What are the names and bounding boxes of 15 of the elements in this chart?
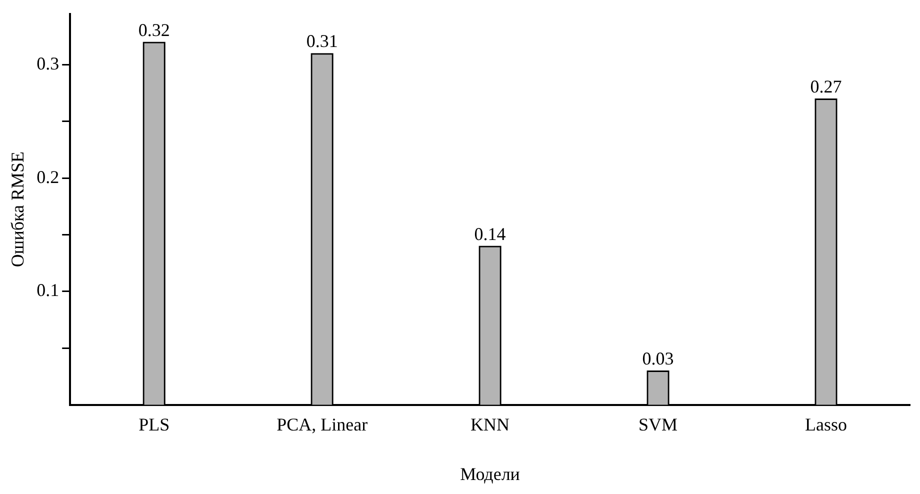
x-tick-label: KNN [470,414,510,434]
x-tick-label: SVM [638,414,678,434]
x-tick-label: PCA, Linear [276,414,368,434]
y-tick-label: 0.2 [36,166,60,187]
x-tick-label: PLS [138,414,170,434]
data-label: 0.03 [642,348,674,369]
data-label: 0.14 [474,224,506,244]
y-tick-label: 0.1 [36,280,60,300]
y-axis-title: Ошибка RMSE [8,151,28,268]
y-tick-label: 0.3 [36,54,60,74]
data-label: 0.31 [306,31,338,52]
x-tick-label: Lasso [805,414,848,434]
data-label: 0.27 [810,76,842,97]
x-axis-title: Модели [460,464,520,484]
data-label: 0.32 [138,20,170,40]
